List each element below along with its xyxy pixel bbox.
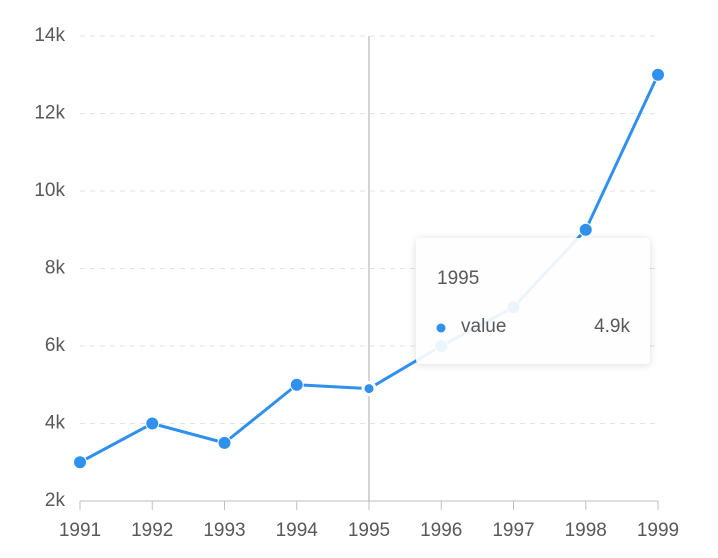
point [361,381,377,397]
tooltip-marker [436,323,446,333]
point [145,416,160,431]
tooltip-value: 4.9k [594,316,630,337]
x-tick-label: 1998 [565,520,607,541]
y-tick-label: 4k [45,413,66,434]
x-tick-label: 1991 [59,520,101,541]
tooltip-title: 1995 [437,268,479,289]
point [217,435,232,450]
point [578,222,593,237]
x-tick-label: 1993 [203,520,245,541]
point [289,377,304,392]
tooltip-box [416,238,650,364]
y-tick-label: 10k [34,180,65,201]
x-tick-label: 1997 [492,520,534,541]
y-tick-label: 6k [45,335,66,356]
point [73,455,87,470]
tooltip-name: value [461,316,506,337]
x-tick-label: 1992 [131,520,173,541]
y-tick-label: 12k [34,103,65,124]
x-tick-label: 1996 [420,520,462,541]
point [651,67,665,82]
y-tick-label: 8k [45,258,66,279]
tooltip: 1995 value 4.9k [416,238,650,364]
y-tick-label: 14k [34,25,65,46]
y-tick-label: 2k [45,490,66,511]
x-tick-label: 1994 [276,520,319,541]
x-tick-label: 1995 [348,520,390,541]
x-tick-label: 1999 [637,520,679,541]
